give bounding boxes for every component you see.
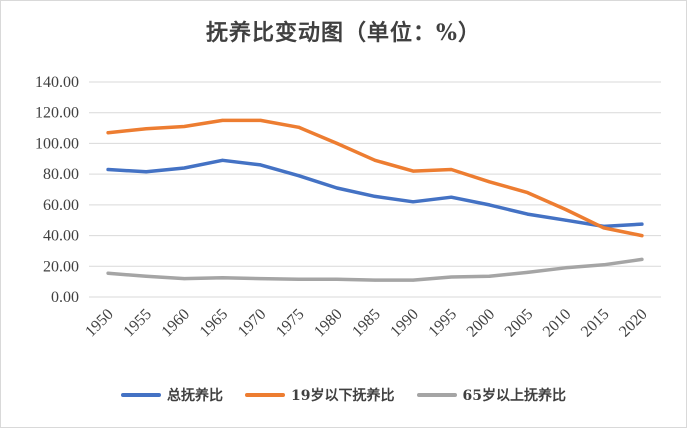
data-point-series-0 (526, 212, 530, 216)
x-tick-label: 2005 (502, 306, 537, 341)
data-point-series-0 (259, 163, 263, 167)
y-tick-label: 60.00 (43, 197, 79, 214)
x-tick-label: 1980 (311, 306, 346, 341)
data-point-series-2 (602, 263, 606, 267)
legend-item-young: 19岁以下抚养比 (245, 385, 395, 405)
data-point-series-0 (144, 170, 148, 174)
y-tick-label: 120.00 (35, 105, 79, 122)
data-point-series-2 (297, 277, 301, 281)
data-point-series-1 (259, 118, 263, 122)
x-tick-label: 2010 (540, 306, 575, 341)
data-point-series-2 (373, 278, 377, 282)
data-point-series-1 (487, 180, 491, 184)
legend-swatch-old (416, 393, 457, 397)
y-tick-label: 80.00 (43, 166, 79, 183)
data-point-series-2 (144, 274, 148, 278)
x-tick-label: 1975 (273, 306, 308, 341)
data-point-series-2 (526, 270, 530, 274)
y-tick-label: 20.00 (43, 258, 79, 275)
y-tick-label: 140.00 (35, 74, 79, 91)
legend-label-old: 65岁以上抚养比 (462, 388, 566, 404)
plot-area: 0.00 20.00 40.00 60.00 80.00 100.00 120.00 140.… (35, 74, 661, 341)
x-tick-label: 1960 (159, 306, 194, 341)
data-point-series-1 (144, 127, 148, 131)
data-point-series-0 (449, 195, 453, 199)
data-point-series-0 (182, 166, 186, 170)
x-tick-label: 2000 (464, 306, 499, 341)
y-tick-label: 0.00 (51, 289, 79, 306)
series-line-0 (106, 158, 644, 229)
x-tick-label: 2020 (616, 306, 651, 341)
data-point-series-2 (220, 276, 224, 280)
data-point-series-0 (411, 200, 415, 204)
x-tick-label: 1970 (235, 306, 270, 341)
data-point-series-1 (526, 191, 530, 195)
data-point-series-0 (487, 203, 491, 207)
data-point-series-0 (373, 194, 377, 198)
x-tick-label: 1950 (82, 306, 117, 341)
data-point-series-1 (220, 118, 224, 122)
legend: 总抚养比 19岁以下抚养比 65岁以上抚养比 (1, 385, 686, 405)
data-point-series-1 (182, 125, 186, 129)
legend-label-young: 19岁以下抚养比 (291, 388, 395, 404)
data-point-series-2 (182, 277, 186, 281)
data-point-series-0 (106, 168, 110, 172)
legend-item-total: 总抚养比 (121, 385, 223, 405)
data-point-series-1 (411, 169, 415, 173)
data-point-series-1 (564, 207, 568, 211)
data-point-series-0 (335, 186, 339, 190)
data-point-series-2 (640, 257, 644, 261)
x-tick-label: 1985 (349, 306, 384, 341)
x-tick-label: 1995 (425, 306, 460, 341)
data-point-series-1 (297, 125, 301, 129)
data-point-series-2 (449, 275, 453, 279)
data-point-series-2 (564, 266, 568, 270)
data-point-series-1 (373, 158, 377, 162)
data-point-series-1 (602, 226, 606, 230)
data-point-series-2 (259, 277, 263, 281)
chart-title: 抚养比变动图（单位：%） (206, 20, 481, 46)
series-line-2 (106, 257, 644, 282)
data-point-series-2 (411, 278, 415, 282)
x-tick-label: 1965 (197, 306, 232, 341)
y-tick-label: 100.00 (35, 135, 79, 152)
legend-swatch-total (121, 393, 162, 397)
x-tick-label: 2015 (578, 306, 613, 341)
data-point-series-1 (640, 234, 644, 238)
legend-label-total: 总抚养比 (167, 388, 224, 404)
data-point-series-1 (335, 141, 339, 145)
data-point-series-2 (487, 274, 491, 278)
data-point-series-2 (106, 271, 110, 275)
x-tick-label: 1990 (387, 306, 422, 341)
data-point-series-2 (335, 277, 339, 281)
legend-swatch-young (245, 393, 286, 397)
data-point-series-0 (297, 174, 301, 178)
data-point-series-0 (220, 158, 224, 162)
legend-item-old: 65岁以上抚养比 (416, 385, 566, 405)
data-point-series-0 (564, 218, 568, 222)
data-point-series-1 (106, 131, 110, 135)
data-point-series-1 (449, 168, 453, 172)
x-tick-label: 1955 (120, 306, 155, 341)
y-tick-label: 40.00 (43, 228, 79, 245)
data-point-series-0 (640, 222, 644, 226)
